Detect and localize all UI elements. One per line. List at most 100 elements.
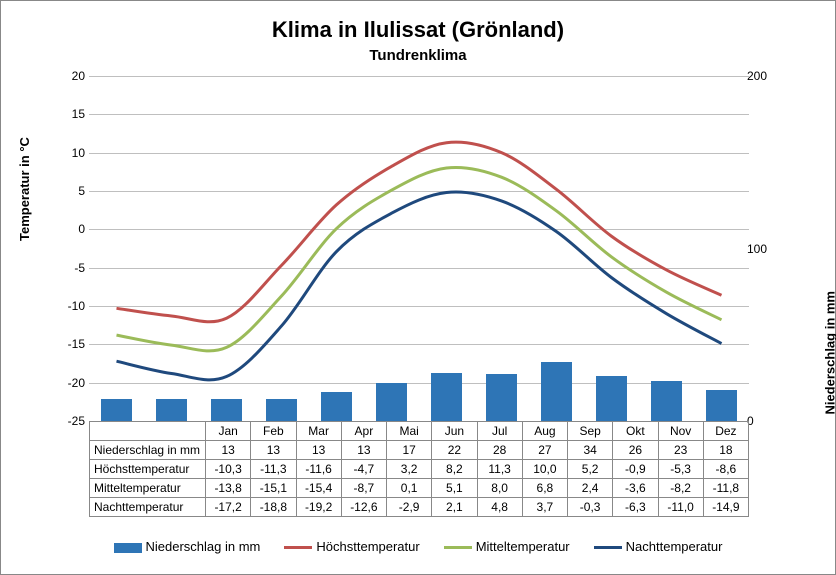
y-left-tick: 0	[61, 222, 85, 236]
y-right-axis-label: Niederschlag in mm	[823, 291, 836, 415]
chart-title: Klima in Ilulissat (Grönland)	[1, 17, 835, 43]
legend-bar-swatch	[114, 543, 142, 553]
data-cell: 5,2	[568, 460, 613, 479]
data-cell: 11,3	[477, 460, 522, 479]
data-cell: -8,7	[341, 479, 386, 498]
row-label: Nachttemperatur	[90, 498, 206, 517]
data-cell: -11,6	[296, 460, 341, 479]
data-cell: 23	[658, 441, 703, 460]
data-cell: 26	[613, 441, 658, 460]
data-cell: 18	[703, 441, 748, 460]
row-label: Höchsttemperatur	[90, 460, 206, 479]
data-cell: 27	[522, 441, 567, 460]
high-line	[117, 142, 722, 322]
y-left-tick: -5	[61, 261, 85, 275]
y-right-tick: 200	[747, 69, 775, 83]
data-cell: -6,3	[613, 498, 658, 517]
data-cell: 13	[251, 441, 296, 460]
data-cell: -13,8	[206, 479, 251, 498]
row-label: Mitteltemperatur	[90, 479, 206, 498]
legend-line-swatch	[284, 546, 312, 549]
legend-item-mean: Mitteltemperatur	[444, 539, 570, 554]
data-cell: 3,7	[522, 498, 567, 517]
legend-item-high: Höchsttemperatur	[284, 539, 419, 554]
data-cell: -5,3	[658, 460, 703, 479]
month-header: Okt	[613, 422, 658, 441]
data-cell: 4,8	[477, 498, 522, 517]
legend: Niederschlag in mm Höchsttemperatur Mittel…	[1, 539, 835, 554]
data-cell: 13	[341, 441, 386, 460]
table-corner	[90, 422, 206, 441]
month-header: Mai	[387, 422, 432, 441]
month-header: Mar	[296, 422, 341, 441]
y-left-tick: 20	[61, 69, 85, 83]
y-left-tick: 15	[61, 107, 85, 121]
y-left-tick: 10	[61, 146, 85, 160]
data-cell: -4,7	[341, 460, 386, 479]
data-cell: 13	[206, 441, 251, 460]
data-cell: -17,2	[206, 498, 251, 517]
chart-subtitle: Tundrenklima	[1, 47, 835, 64]
data-cell: -18,8	[251, 498, 296, 517]
data-cell: 0,1	[387, 479, 432, 498]
data-cell: -14,9	[703, 498, 748, 517]
legend-item-low: Nachttemperatur	[594, 539, 723, 554]
month-header: Apr	[341, 422, 386, 441]
data-cell: -11,0	[658, 498, 703, 517]
data-cell: 2,1	[432, 498, 477, 517]
y-left-tick: 5	[61, 184, 85, 198]
data-cell: -15,4	[296, 479, 341, 498]
data-cell: -8,2	[658, 479, 703, 498]
data-cell: -0,3	[568, 498, 613, 517]
month-header: Aug	[522, 422, 567, 441]
legend-label: Höchsttemperatur	[316, 539, 419, 554]
legend-label: Nachttemperatur	[626, 539, 723, 554]
data-cell: -11,3	[251, 460, 296, 479]
y-left-tick: -25	[61, 414, 85, 428]
data-cell: 34	[568, 441, 613, 460]
row-label: Niederschlag in mm	[90, 441, 206, 460]
month-header: Nov	[658, 422, 703, 441]
data-cell: -2,9	[387, 498, 432, 517]
data-cell: 13	[296, 441, 341, 460]
data-cell: 6,8	[522, 479, 567, 498]
data-cell: -0,9	[613, 460, 658, 479]
data-cell: 28	[477, 441, 522, 460]
data-cell: -19,2	[296, 498, 341, 517]
data-cell: -11,8	[703, 479, 748, 498]
data-cell: 8,0	[477, 479, 522, 498]
data-table: JanFebMarAprMaiJunJulAugSepOktNovDez Nied…	[89, 421, 749, 517]
legend-label: Mitteltemperatur	[476, 539, 570, 554]
month-header: Sep	[568, 422, 613, 441]
data-cell: -3,6	[613, 479, 658, 498]
month-header: Jul	[477, 422, 522, 441]
month-header: Jun	[432, 422, 477, 441]
y-left-tick: -10	[61, 299, 85, 313]
legend-label: Niederschlag in mm	[146, 539, 261, 554]
legend-line-swatch	[594, 546, 622, 549]
data-cell: -12,6	[341, 498, 386, 517]
mean-line	[117, 167, 722, 350]
y-left-axis-label: Temperatur in °C	[17, 137, 32, 241]
line-layer	[89, 76, 749, 421]
data-cell: 17	[387, 441, 432, 460]
legend-item-precip: Niederschlag in mm	[114, 539, 261, 554]
data-cell: -10,3	[206, 460, 251, 479]
data-cell: 8,2	[432, 460, 477, 479]
y-left-tick: -15	[61, 337, 85, 351]
data-cell: 3,2	[387, 460, 432, 479]
data-cell: 5,1	[432, 479, 477, 498]
y-right-tick: 100	[747, 242, 775, 256]
data-cell: 2,4	[568, 479, 613, 498]
month-header: Feb	[251, 422, 296, 441]
data-cell: 10,0	[522, 460, 567, 479]
data-cell: 22	[432, 441, 477, 460]
y-right-tick: 0	[747, 414, 775, 428]
month-header: Dez	[703, 422, 748, 441]
month-header: Jan	[206, 422, 251, 441]
data-cell: -15,1	[251, 479, 296, 498]
y-left-tick: -20	[61, 376, 85, 390]
data-cell: -8,6	[703, 460, 748, 479]
chart-plot-area	[89, 76, 749, 421]
legend-line-swatch	[444, 546, 472, 549]
